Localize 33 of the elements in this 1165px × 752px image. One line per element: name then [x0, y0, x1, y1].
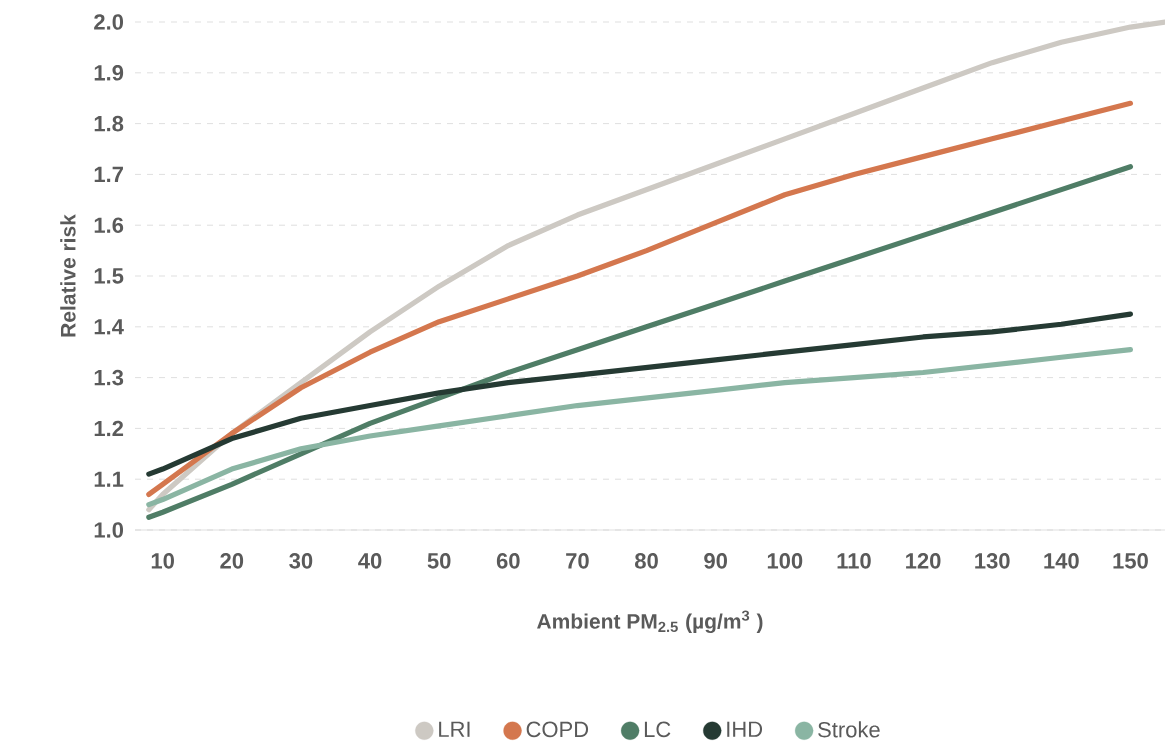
- x-tick-label: 110: [837, 553, 871, 569]
- y-tick-label: 1.9: [94, 65, 124, 81]
- x-tick-label: 140: [1044, 553, 1079, 569]
- legend-label: Stroke: [818, 721, 880, 738]
- x-tick-label: 150: [1113, 553, 1148, 569]
- x-tick-label: 50: [427, 553, 451, 569]
- x-tick-label: 70: [566, 553, 589, 569]
- x-tick-label: 30: [289, 553, 313, 569]
- x-tick-label: 90: [704, 553, 727, 569]
- legend-label: COPD: [526, 721, 589, 738]
- x-tick-label: 40: [358, 553, 382, 569]
- x-tick-label: 100: [767, 553, 803, 569]
- x-tick-label: 60: [496, 553, 520, 569]
- y-tick-label: 1.1: [94, 471, 124, 487]
- y-tick-label: 1.5: [94, 268, 124, 284]
- y-tick-label: 1.8: [94, 115, 124, 132]
- y-axis-title: Relative risk: [60, 214, 76, 337]
- y-tick-label: 1.2: [94, 420, 124, 437]
- x-tick-label: 130: [975, 553, 1010, 569]
- legend-label: IHD: [727, 721, 763, 737]
- y-tick-label: 1.4: [94, 319, 124, 335]
- x-tick-label: 80: [635, 553, 658, 569]
- legend-label: LRI: [439, 721, 470, 737]
- y-tick-label: 1.3: [94, 369, 124, 386]
- x-tick-label: 120: [906, 553, 941, 569]
- y-tick-label: 1.7: [94, 166, 123, 182]
- y-tick-label: 1.6: [94, 217, 124, 233]
- x-tick-label: 20: [220, 553, 244, 569]
- y-tick-label: 2.0: [94, 14, 124, 30]
- legend-label: LC: [644, 721, 671, 738]
- x-tick-label: 10: [151, 553, 174, 569]
- y-tick-label: 1.0: [94, 522, 124, 538]
- x-axis-title: Ambient PM$_{2.5}$ (µg/m$^{3}$ ): [537, 610, 763, 634]
